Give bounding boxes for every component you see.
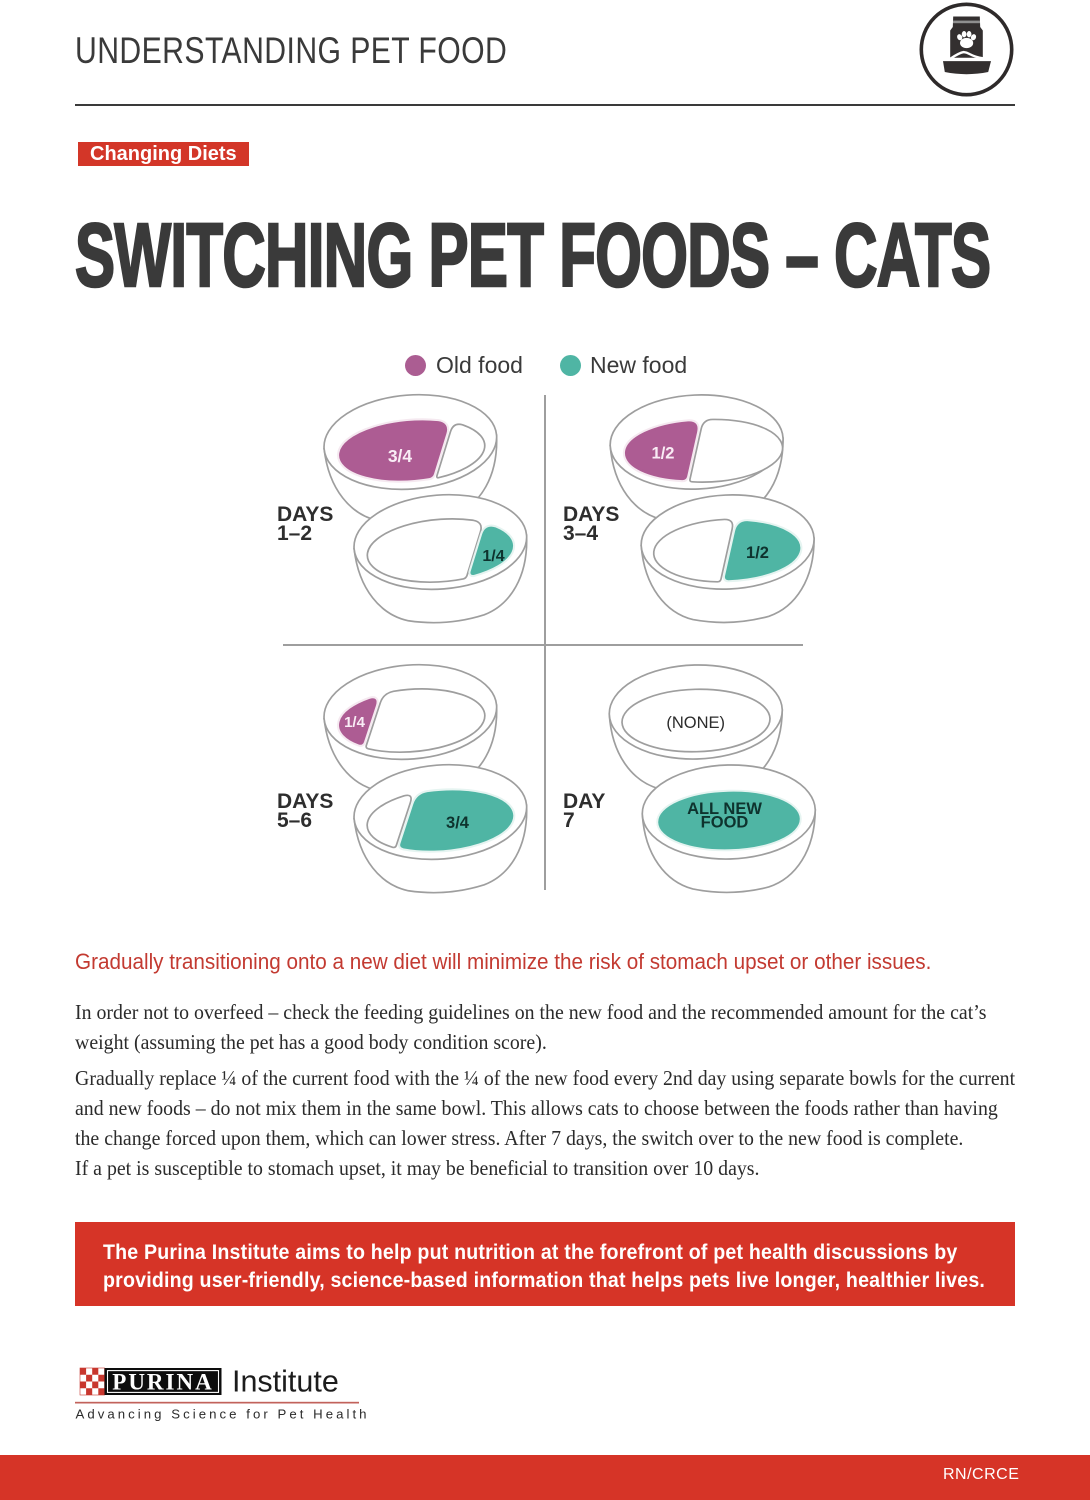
svg-text:1/4: 1/4	[344, 714, 366, 731]
svg-text:1/2: 1/2	[652, 445, 675, 463]
svg-text:PURINA: PURINA	[112, 1370, 213, 1395]
svg-text:ALL NEW: ALL NEW	[687, 800, 762, 818]
svg-text:1/4: 1/4	[482, 548, 504, 565]
svg-text:FOOD: FOOD	[701, 814, 749, 832]
svg-text:Institute: Institute	[232, 1366, 339, 1399]
svg-text:Advancing Science for Pet Heal: Advancing Science for Pet Health	[76, 1407, 370, 1422]
svg-text:3/4: 3/4	[388, 446, 413, 466]
svg-text:(NONE): (NONE)	[666, 714, 725, 732]
svg-text:1/2: 1/2	[746, 544, 769, 562]
svg-text:3/4: 3/4	[446, 814, 470, 832]
